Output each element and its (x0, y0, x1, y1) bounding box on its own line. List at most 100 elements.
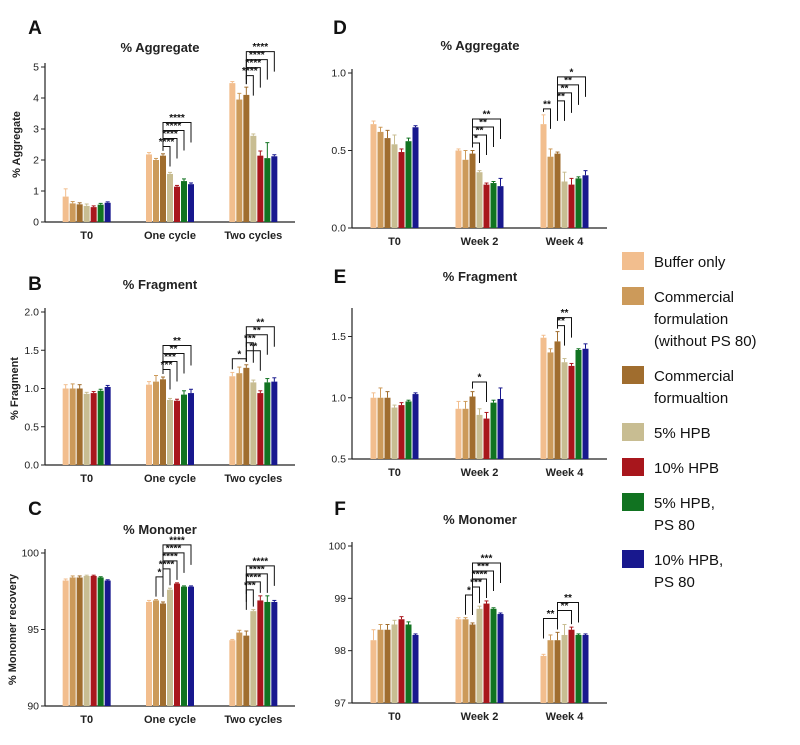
bar (250, 382, 257, 465)
x-tick-label: Week 4 (546, 467, 585, 479)
y-axis-label: % Fragment (9, 357, 21, 420)
bar (153, 160, 159, 222)
x-tick-label: One cycle (144, 230, 196, 242)
significance-label: **** (162, 129, 178, 140)
bar (412, 634, 419, 703)
significance-label: **** (166, 543, 182, 554)
bar (181, 181, 187, 222)
significance-bracket (543, 108, 551, 129)
legend-label: PS 80 (654, 517, 695, 534)
significance-label: *** (477, 561, 489, 572)
significance-label: **** (246, 58, 262, 69)
significance-label: ** (557, 91, 565, 102)
bar (568, 365, 575, 459)
bar (547, 156, 554, 228)
y-tick-label: 95 (27, 624, 39, 636)
significance-bracket (557, 602, 579, 623)
bar (384, 138, 391, 228)
bar (412, 394, 419, 459)
significance-label: **** (472, 569, 488, 580)
bar (83, 205, 90, 222)
x-tick-label: Week 4 (546, 711, 585, 723)
x-tick-label: Two cycles (224, 473, 282, 485)
bar (83, 393, 90, 465)
y-tick-label: 2 (33, 155, 39, 167)
chart-title: % Aggregate (441, 38, 520, 53)
y-tick-label: 1.0 (24, 383, 39, 395)
bar (568, 184, 575, 228)
bar (76, 577, 83, 706)
significance-label: **** (246, 572, 262, 583)
significance-bracket (245, 589, 254, 610)
bar (462, 619, 469, 703)
significance-bracket (245, 326, 275, 347)
significance-bracket (162, 122, 192, 143)
bar (236, 99, 243, 222)
significance-label: *** (470, 577, 482, 588)
bar (540, 124, 547, 228)
significance-label: ** (256, 317, 264, 328)
bar (264, 601, 271, 706)
bar (160, 379, 166, 465)
y-tick-label: 1.5 (24, 345, 39, 357)
significance-label: * (237, 349, 241, 360)
bar (483, 418, 490, 459)
bar (181, 394, 187, 465)
bar (271, 601, 278, 706)
bar (405, 401, 412, 459)
bar (160, 155, 166, 222)
y-tick-label: 0.5 (331, 454, 346, 466)
significance-label: **** (169, 113, 185, 124)
bar (153, 600, 159, 706)
bar (405, 624, 412, 703)
bar (547, 640, 554, 703)
bar (90, 393, 97, 465)
bar (582, 348, 589, 459)
x-tick-label: T0 (80, 473, 93, 485)
y-tick-label: 0 (33, 217, 39, 229)
legend-label: Commercial (654, 289, 734, 306)
significance-label: ** (564, 75, 572, 86)
legend-label: 5% HPB, (654, 495, 715, 512)
significance-label: **** (253, 556, 269, 567)
bar (455, 619, 462, 703)
chart-title: % Monomer (123, 522, 197, 537)
significance-label: **** (249, 50, 265, 61)
bar (582, 634, 589, 703)
legend-swatch (622, 366, 644, 384)
legend-label: (without PS 80) (654, 333, 757, 350)
significance-label: ** (547, 609, 555, 620)
legend-label: 5% HPB (654, 425, 711, 442)
bar (229, 83, 236, 223)
legend-swatch (622, 493, 644, 511)
significance-bracket (557, 76, 586, 97)
bar (229, 640, 236, 706)
y-tick-label: 4 (33, 93, 39, 105)
bar (167, 399, 173, 465)
significance-bracket (245, 565, 275, 586)
bar (391, 144, 398, 228)
y-tick-label: 5 (33, 62, 39, 74)
legend-label: 10% HPB (654, 460, 719, 477)
legend-swatch (622, 550, 644, 568)
panel-label: F (334, 499, 346, 520)
bar (62, 580, 69, 706)
bar (568, 629, 575, 703)
bar (188, 586, 194, 706)
bar (370, 397, 377, 459)
bar (174, 583, 180, 706)
significance-label: **** (162, 551, 178, 562)
significance-bracket (472, 381, 487, 402)
significance-label: *** (481, 553, 493, 564)
bar (188, 184, 194, 222)
bar (483, 184, 490, 228)
bar (146, 601, 152, 706)
y-tick-label: 0.5 (331, 145, 346, 157)
significance-label: **** (253, 42, 269, 53)
bar (462, 408, 469, 459)
y-tick-label: 97 (334, 698, 346, 710)
bar (561, 362, 568, 459)
